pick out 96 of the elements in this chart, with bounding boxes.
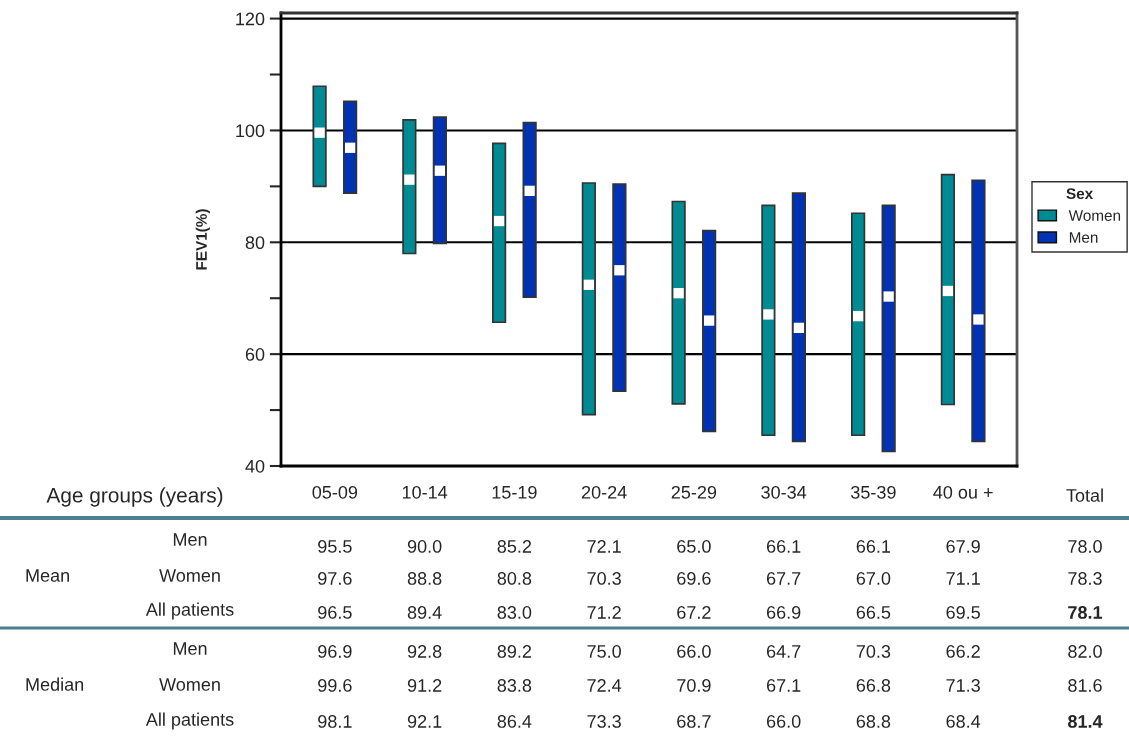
text: 83.8 <box>497 679 532 692</box>
text: 66.2 <box>946 645 980 658</box>
text: 70.9 <box>677 679 711 692</box>
text: 96.5 <box>318 606 352 619</box>
text: 78.3 <box>1068 572 1102 585</box>
y-tick-label: 40 <box>245 459 265 473</box>
text: 82.0 <box>1068 645 1102 658</box>
y-tick-label: 80 <box>245 236 265 250</box>
x-tick-label: 15-19 <box>492 485 537 499</box>
text: 64.7 <box>766 645 801 658</box>
x-tick-label: 35-39 <box>850 485 896 499</box>
bar <box>881 204 896 453</box>
text: 67.9 <box>946 540 980 553</box>
text: 70.3 <box>856 645 891 658</box>
x-tick-label: 25-29 <box>671 485 717 499</box>
text: All patients <box>145 602 234 620</box>
text: 72.1 <box>587 540 621 553</box>
text: 89.2 <box>497 645 532 658</box>
text: 73.3 <box>587 715 621 728</box>
text: 72.4 <box>587 679 622 692</box>
text: 71.2 <box>587 606 621 619</box>
text: 66.0 <box>766 715 801 728</box>
text: 66.1 <box>856 540 891 553</box>
text: 70.3 <box>587 572 621 585</box>
x-tick-label: 05-09 <box>312 485 358 499</box>
text: 96.9 <box>318 645 352 658</box>
bar <box>851 212 866 437</box>
text: 68.7 <box>677 715 711 728</box>
text: Age groups (years) <box>46 487 223 507</box>
text: 66.9 <box>766 606 801 619</box>
legend-title: Sex <box>1066 188 1094 200</box>
bar <box>312 85 327 188</box>
text: 97.6 <box>318 572 352 585</box>
x-tick-label: 10-14 <box>402 485 448 499</box>
text: 68.8 <box>856 715 891 728</box>
y-tick-label: 120 <box>236 12 265 26</box>
text: 71.3 <box>946 679 980 692</box>
text: 69.5 <box>946 606 980 619</box>
text: 69.6 <box>677 572 711 585</box>
x-tick-label: 40 ou + <box>933 485 993 499</box>
y-tick-label: 60 <box>245 348 265 361</box>
text: All patients <box>145 712 234 730</box>
text: 71.1 <box>946 572 980 585</box>
bar <box>581 182 596 416</box>
text: 95.5 <box>318 540 352 553</box>
bar <box>971 179 986 443</box>
text: 92.1 <box>407 715 442 728</box>
text: 83.0 <box>497 606 532 619</box>
text: 67.0 <box>856 572 891 585</box>
bar <box>791 192 807 443</box>
text: Men <box>173 642 207 655</box>
text: 78.1 <box>1068 606 1103 619</box>
bar <box>940 173 956 406</box>
bar <box>522 121 537 298</box>
text: Median <box>26 677 84 691</box>
bar <box>432 116 447 245</box>
text: 91.2 <box>407 679 442 692</box>
text: 99.6 <box>318 679 352 692</box>
text: 81.6 <box>1068 679 1102 692</box>
text: Women <box>159 569 220 582</box>
text: Men <box>173 533 207 546</box>
text: 66.1 <box>766 540 801 553</box>
text: 81.4 <box>1068 715 1103 728</box>
x-tick-label: 20-24 <box>581 485 627 499</box>
bar <box>702 229 717 433</box>
y-axis-title: FEV1(%) <box>195 209 210 270</box>
text: 66.5 <box>856 606 891 619</box>
text: 85.2 <box>497 540 532 553</box>
text: 80.8 <box>497 572 532 585</box>
legend-label: Women <box>1068 210 1121 221</box>
legend-label: Men <box>1069 232 1098 243</box>
text: 98.1 <box>318 715 352 728</box>
bar <box>491 142 507 324</box>
text: 89.4 <box>407 606 442 619</box>
text: Women <box>159 678 220 691</box>
bar <box>612 183 627 392</box>
text: 67.7 <box>766 572 801 585</box>
text: 67.2 <box>677 606 711 619</box>
text: 67.1 <box>766 679 801 692</box>
text: 88.8 <box>407 572 442 585</box>
text: 66.0 <box>677 645 711 658</box>
text: Total <box>1066 488 1103 502</box>
text: 66.8 <box>856 679 891 692</box>
bar <box>761 204 776 437</box>
text: 68.4 <box>946 715 981 728</box>
text: 65.0 <box>677 540 711 553</box>
text: Mean <box>26 569 69 582</box>
bar <box>402 118 417 255</box>
text: 75.0 <box>587 645 621 658</box>
y-tick-label: 100 <box>236 124 265 138</box>
text: 86.4 <box>497 715 532 728</box>
bar <box>671 200 686 405</box>
x-tick-label: 30-34 <box>761 485 807 499</box>
text: 90.0 <box>407 540 442 553</box>
text: 92.8 <box>407 645 442 658</box>
text: 78.0 <box>1068 540 1102 553</box>
